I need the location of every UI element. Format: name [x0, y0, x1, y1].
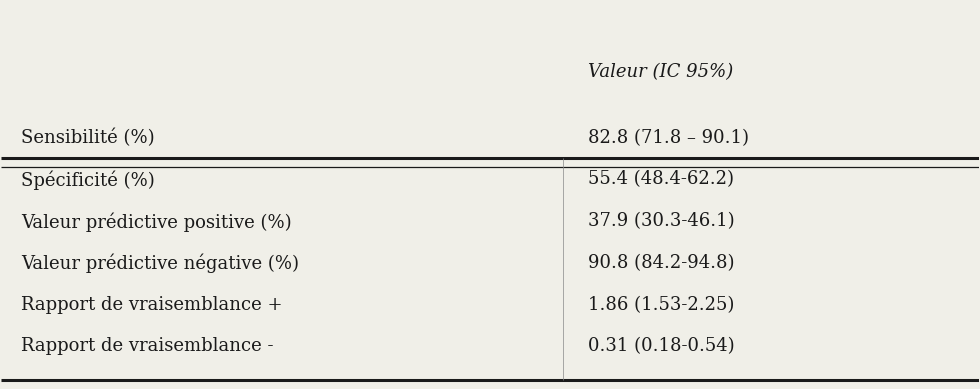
- Text: 1.86 (1.53-2.25): 1.86 (1.53-2.25): [588, 296, 734, 314]
- Text: 90.8 (84.2-94.8): 90.8 (84.2-94.8): [588, 254, 734, 272]
- Text: Valeur (IC 95%): Valeur (IC 95%): [588, 63, 733, 81]
- Text: Valeur prédictive négative (%): Valeur prédictive négative (%): [21, 254, 299, 273]
- Text: Rapport de vraisemblance +: Rapport de vraisemblance +: [21, 296, 282, 314]
- Text: Spécificité (%): Spécificité (%): [21, 170, 155, 190]
- Text: 55.4 (48.4-62.2): 55.4 (48.4-62.2): [588, 170, 734, 189]
- Text: Valeur prédictive positive (%): Valeur prédictive positive (%): [21, 212, 292, 232]
- Text: 82.8 (71.8 – 90.1): 82.8 (71.8 – 90.1): [588, 129, 749, 147]
- Text: 37.9 (30.3-46.1): 37.9 (30.3-46.1): [588, 212, 734, 230]
- Text: Sensibilité (%): Sensibilité (%): [21, 129, 155, 147]
- Text: 0.31 (0.18-0.54): 0.31 (0.18-0.54): [588, 337, 734, 356]
- Text: Rapport de vraisemblance -: Rapport de vraisemblance -: [21, 337, 273, 356]
